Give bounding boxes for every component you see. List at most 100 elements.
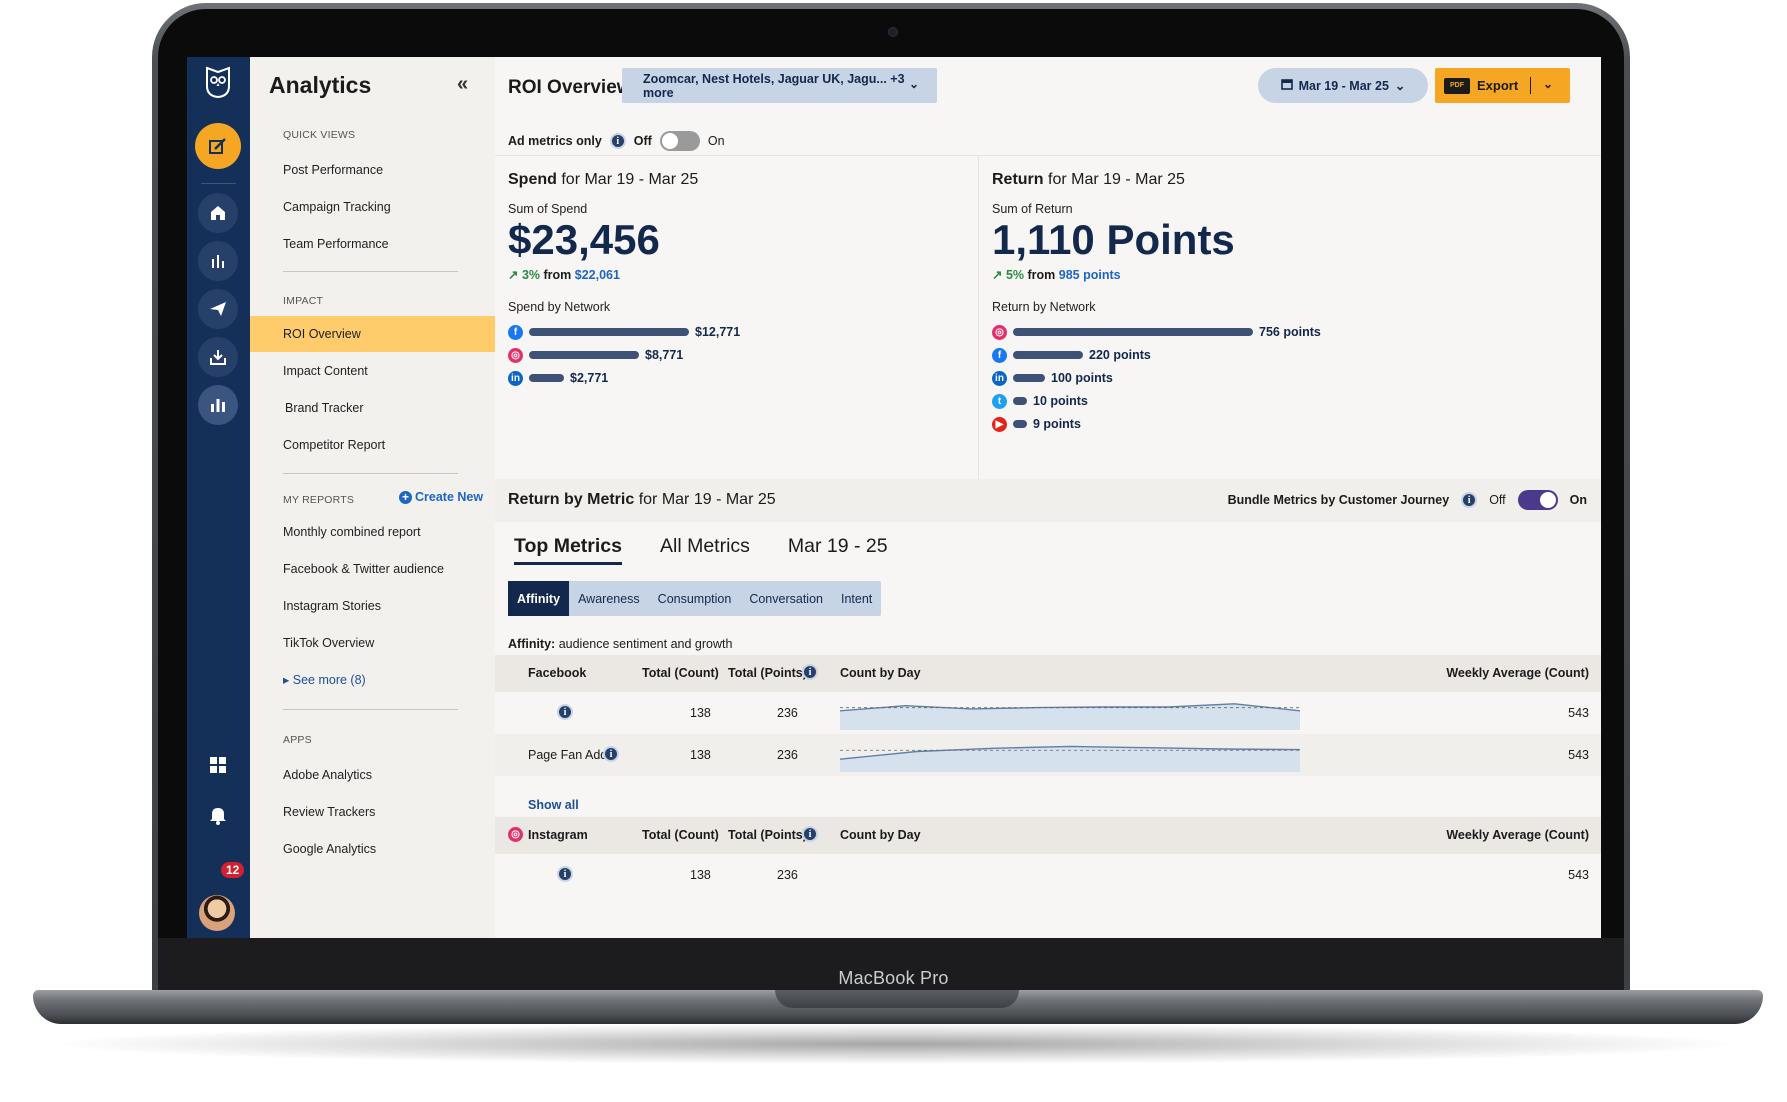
bundle-off-label: Off [1489, 493, 1506, 507]
total-points-cell: 236 [777, 748, 798, 762]
info-icon[interactable]: i [557, 866, 573, 882]
count-by-day-sparkline [840, 703, 1300, 730]
sparkline-area [840, 746, 1300, 772]
sidebar-item-fb-twitter-audience[interactable]: Facebook & Twitter audience [283, 562, 444, 576]
profile-selector-label: Zoomcar, Nest Hotels, Jaguar UK, Jagu...… [643, 71, 905, 100]
app-screen: 12 Analytics « QUICK VIEWS Post Performa… [187, 57, 1601, 938]
spend-previous-value: $22,061 [574, 268, 620, 282]
network-bar-value: 10 points [1033, 394, 1088, 408]
weekly-average-header: Weekly Average (Count) [1446, 828, 1589, 842]
segment-awareness[interactable]: Awareness [578, 591, 640, 606]
export-label: Export [1477, 78, 1519, 93]
network-bar-row-instagram: ◎ $8,771 [508, 346, 683, 364]
network-bar [1013, 351, 1083, 359]
avatar[interactable] [199, 895, 235, 931]
table-row: Page Fan Adds i 138 236 543 [495, 734, 1601, 776]
return-delta: ↗ 5% from 985 points [992, 267, 1121, 282]
total-count-cell: 138 [690, 706, 711, 720]
spend-from-label: from [543, 268, 572, 282]
sidebar-item-competitor-report[interactable]: Competitor Report [283, 438, 386, 452]
network-bar-row-facebook: f $12,771 [508, 323, 740, 341]
network-bar-row-linkedin: in $2,771 [508, 369, 608, 387]
collapse-sidebar-icon[interactable]: « [457, 73, 469, 95]
home-icon[interactable] [198, 193, 238, 233]
compose-icon[interactable] [195, 123, 241, 169]
ad-metrics-toggle[interactable] [659, 131, 700, 151]
return-by-network-label: Return by Network [992, 300, 1096, 314]
network-bar [529, 351, 639, 359]
date-range-picker[interactable]: Mar 19 - Mar 25 ⌄ [1258, 68, 1428, 103]
create-new-button[interactable]: + Create New [399, 490, 483, 504]
chevron-down-icon[interactable]: ⌄ [1543, 77, 1554, 91]
sidebar-item-brand-tracker[interactable]: Brand Tracker [285, 401, 364, 415]
sidebar-item-monthly-report[interactable]: Monthly combined report [283, 525, 421, 539]
tab-date-range[interactable]: Mar 19 - 25 [787, 535, 888, 557]
show-all-link[interactable]: Show all [528, 798, 579, 812]
spend-by-network-label: Spend by Network [508, 300, 611, 314]
sidebar-title: Analytics [269, 72, 372, 98]
spend-period: for Mar 19 - Mar 25 [561, 171, 699, 188]
network-bar-value: $2,771 [570, 371, 609, 385]
profile-selector[interactable]: Zoomcar, Nest Hotels, Jaguar UK, Jagu...… [622, 68, 937, 103]
weekly-average-cell: 543 [1568, 706, 1589, 720]
sidebar-item-roi-overview[interactable]: ROI Overview [283, 327, 361, 341]
youtube-icon: ▶ [992, 416, 1007, 432]
affinity-text: audience sentiment and growth [558, 637, 733, 651]
tab-all-metrics[interactable]: All Metrics [659, 535, 750, 557]
metric-tabs: Top Metrics All Metrics Mar 19 - 25 [514, 535, 888, 565]
info-icon[interactable]: i [1461, 492, 1478, 508]
tab-top-metrics[interactable]: Top Metrics [514, 535, 622, 565]
info-icon[interactable]: i [557, 704, 573, 720]
create-new-label: Create New [415, 490, 484, 504]
segment-conversation[interactable]: Conversation [749, 591, 823, 606]
return-by-metric-label: Return by Metric [508, 491, 635, 508]
info-icon[interactable]: i [802, 664, 818, 680]
sidebar-item-campaign-tracking[interactable]: Campaign Tracking [283, 200, 391, 214]
instagram-table-header: ◎ Instagram Total (Count) Total (Points)… [495, 817, 1601, 854]
see-more-link[interactable]: ▸ See more (8) [283, 672, 366, 687]
info-icon[interactable]: i [802, 826, 818, 842]
affinity-label: Affinity: [508, 637, 556, 651]
segment-affinity[interactable]: Affinity [508, 581, 570, 616]
network-bar [529, 328, 689, 336]
owl-logo-icon[interactable] [204, 65, 232, 99]
total-points-cell: 236 [777, 706, 798, 720]
sparkline-line [840, 745, 1300, 760]
sidebar-item-team-performance[interactable]: Team Performance [283, 237, 389, 251]
camera-icon [888, 27, 898, 37]
sidebar-item-impact-content[interactable]: Impact Content [283, 364, 368, 378]
network-bar-row-instagram: ◎ 756 points [992, 323, 1321, 341]
network-bar-value: 9 points [1033, 417, 1081, 431]
sidebar-item-review-trackers[interactable]: Review Trackers [283, 805, 376, 819]
sidebar-item-post-performance[interactable]: Post Performance [283, 163, 384, 177]
facebook-table-header: Facebook Total (Count) Total (Points) i … [495, 655, 1601, 692]
selected-highlight [250, 316, 495, 352]
info-icon[interactable]: i [603, 746, 619, 762]
toggle-knob [1539, 492, 1556, 508]
export-button[interactable]: PDF Export ⌄ [1435, 68, 1570, 103]
publish-icon[interactable] [198, 289, 238, 329]
network-bar-value: $12,771 [695, 325, 741, 339]
bundle-metrics-control: Bundle Metrics by Customer Journey i Off… [1228, 490, 1587, 510]
sidebar-item-google-analytics[interactable]: Google Analytics [283, 842, 377, 856]
sidebar-item-instagram-stories[interactable]: Instagram Stories [283, 599, 381, 613]
apps-grid-icon[interactable] [198, 745, 238, 785]
analytics-bar-icon[interactable] [198, 385, 238, 425]
inbox-icon[interactable] [198, 337, 238, 377]
return-by-metric-heading: Return by Metric for Mar 19 - Mar 25 [508, 491, 776, 509]
info-icon[interactable]: i [609, 133, 626, 149]
bell-icon[interactable] [198, 795, 238, 835]
analytics-icon[interactable] [198, 241, 238, 281]
notification-badge: 12 [219, 860, 247, 880]
segment-consumption[interactable]: Consumption [657, 591, 732, 606]
page-title: ROI Overview [508, 77, 632, 98]
segment-intent[interactable]: Intent [840, 591, 873, 606]
bundle-metrics-toggle[interactable] [1517, 490, 1558, 510]
total-count-cell: 138 [690, 868, 711, 882]
table-row: i 138 236 543 [495, 854, 1601, 896]
return-from-label: from [1027, 268, 1056, 282]
linkedin-icon: in [992, 370, 1007, 386]
sidebar-item-adobe-analytics[interactable]: Adobe Analytics [283, 768, 372, 782]
sidebar-item-tiktok-overview[interactable]: TikTok Overview [283, 636, 375, 650]
